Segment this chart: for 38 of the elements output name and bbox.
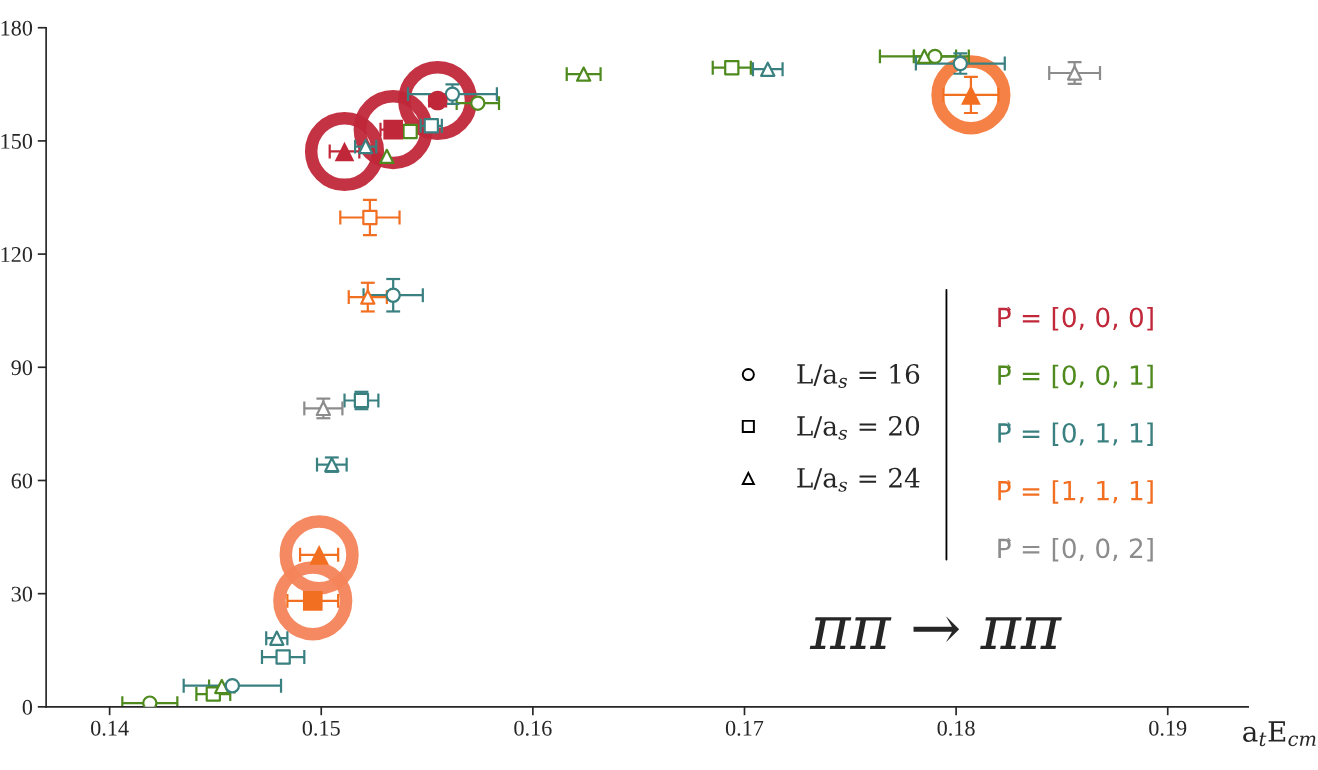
point [385,287,401,303]
point [379,148,395,165]
x-tick-label: 0.14 [91,720,129,736]
text: P⃗ = [0, 0, 0] [998,306,1153,331]
x-tick-label: 0.15 [302,720,340,736]
point [275,649,291,665]
x-tick-label: 0.16 [514,720,552,736]
x-tick-label: 0.18 [937,720,975,736]
x-axis-title: a$_{t}$E$_{cm}$ [1243,721,1316,747]
y-tick-label: 120 [1,247,33,263]
point [269,630,285,646]
text: P⃗ = [1, 1, 1] [998,480,1153,504]
y-tick-label: 150 [1,133,33,149]
point [575,66,592,82]
point [357,138,374,155]
text: P⃗ = [0, 0, 2] [998,537,1153,562]
text: P⃗ = [0, 1, 1] [998,422,1153,446]
point [470,95,486,111]
point [1066,65,1083,81]
y-tick-label: 60 [11,473,33,489]
x-tick-label: 0.19 [1149,720,1187,736]
legend-label: L/a$_{s}$ = 24 [797,467,920,492]
point [224,678,241,694]
x-tick-label: 0.17 [725,720,764,736]
y-tick-label: 180 [1,20,33,36]
point [724,60,740,76]
annotation: ππ → ππ [809,616,1062,650]
point [402,123,418,140]
y-tick-label: 90 [11,360,33,376]
point [916,48,933,65]
y-tick-label: 30 [11,586,33,602]
text: P⃗ = [0, 0, 1] [998,364,1153,389]
point [444,86,461,102]
legend-label: L/a$_{s}$ = 20 [797,415,920,440]
point [423,118,439,134]
y-tick-label: 0 [22,699,33,715]
legend-label: L/a$_{s}$ = 16 [797,363,920,388]
point [927,48,943,65]
